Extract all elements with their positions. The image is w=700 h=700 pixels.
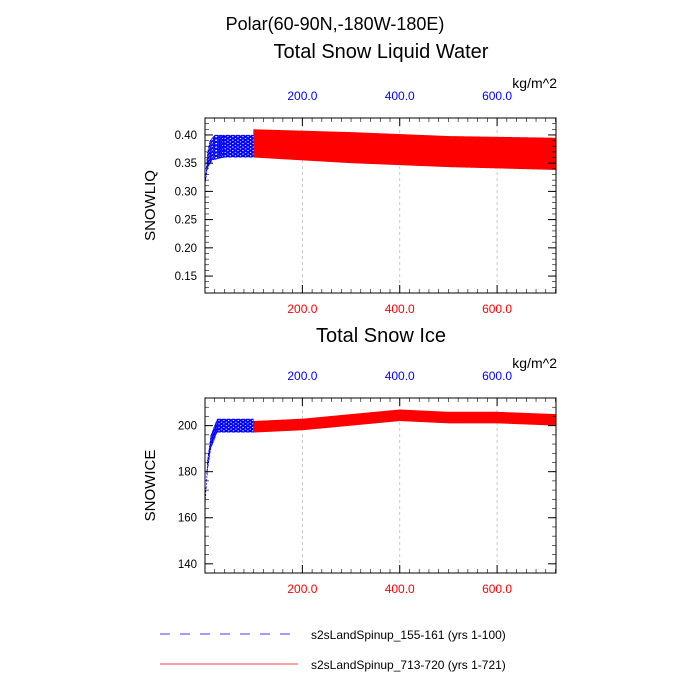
snowliq-y-tick-label: 0.25: [175, 215, 197, 227]
snowice-x-top-tick-label: 200.0: [287, 369, 317, 383]
snowice-x-top-tick-label: 400.0: [385, 369, 415, 383]
figure-title: Polar(60-90N,-180W-180E): [226, 14, 445, 34]
snowliq-y-tick-label: 0.35: [175, 158, 197, 170]
snowice-y-tick-label: 200: [178, 421, 197, 433]
snowliq-chart-title: Total Snow Liquid Water: [274, 41, 489, 63]
chart-panel-snowice: Total Snow Ice kg/m^2 SNOWICE 200.0 400.0 600…: [142, 325, 557, 596]
snowliq-units-label: kg/m^2: [512, 75, 557, 91]
snowliq-x-top-tick-label: 400.0: [385, 89, 415, 103]
snowliq-y-tick-label: 0.30: [175, 186, 197, 198]
snowice-units-label: kg/m^2: [512, 355, 557, 371]
snowliq-y-axis-label: SNOWLIQ: [142, 170, 159, 241]
snowliq-y-tick-label: 0.15: [175, 271, 197, 283]
snowice-x-bottom-tick-label: 600.0: [482, 582, 512, 596]
snowliq-x-bottom-tick-label: 600.0: [482, 302, 512, 316]
snowliq-x-top-tick-label: 600.0: [482, 89, 512, 103]
chart-panel-snowliq: Total Snow Liquid Water kg/m^2 SNOWLIQ 200.…: [142, 41, 557, 316]
snowliq-x-bottom-tick-label: 400.0: [385, 302, 415, 316]
snowice-series-1-line: [205, 418, 255, 507]
snowliq-y-tick-label: 0.40: [175, 130, 197, 142]
snowice-x-bottom-tick-label: 400.0: [385, 582, 415, 596]
snowice-x-top-tick-label: 600.0: [482, 369, 512, 383]
snowice-y-tick-label: 140: [178, 559, 197, 571]
snowice-y-tick-label: 160: [178, 513, 197, 525]
legend-label-2: s2sLandSpinup_713-720 (yrs 1-721): [311, 658, 506, 672]
snowliq-series-2-line: [253, 129, 556, 170]
snowliq-x-bottom-tick-label: 200.0: [287, 302, 317, 316]
snowice-x-bottom-tick-label: 200.0: [287, 582, 317, 596]
snowliq-x-top-tick-label: 200.0: [287, 89, 317, 103]
snowice-chart-title: Total Snow Ice: [316, 325, 446, 347]
snowice-y-tick-label: 180: [178, 467, 197, 479]
snowice-series-2-line: [253, 409, 556, 433]
snowliq-y-tick-label: 0.20: [175, 243, 197, 255]
legend-label-1: s2sLandSpinup_155-161 (yrs 1-100): [311, 628, 506, 642]
snowliq-series-1-line: [205, 134, 255, 186]
snowice-y-axis-label: SNOWICE: [142, 450, 159, 522]
legend: s2sLandSpinup_155-161 (yrs 1-100) s2sLand…: [160, 628, 506, 672]
